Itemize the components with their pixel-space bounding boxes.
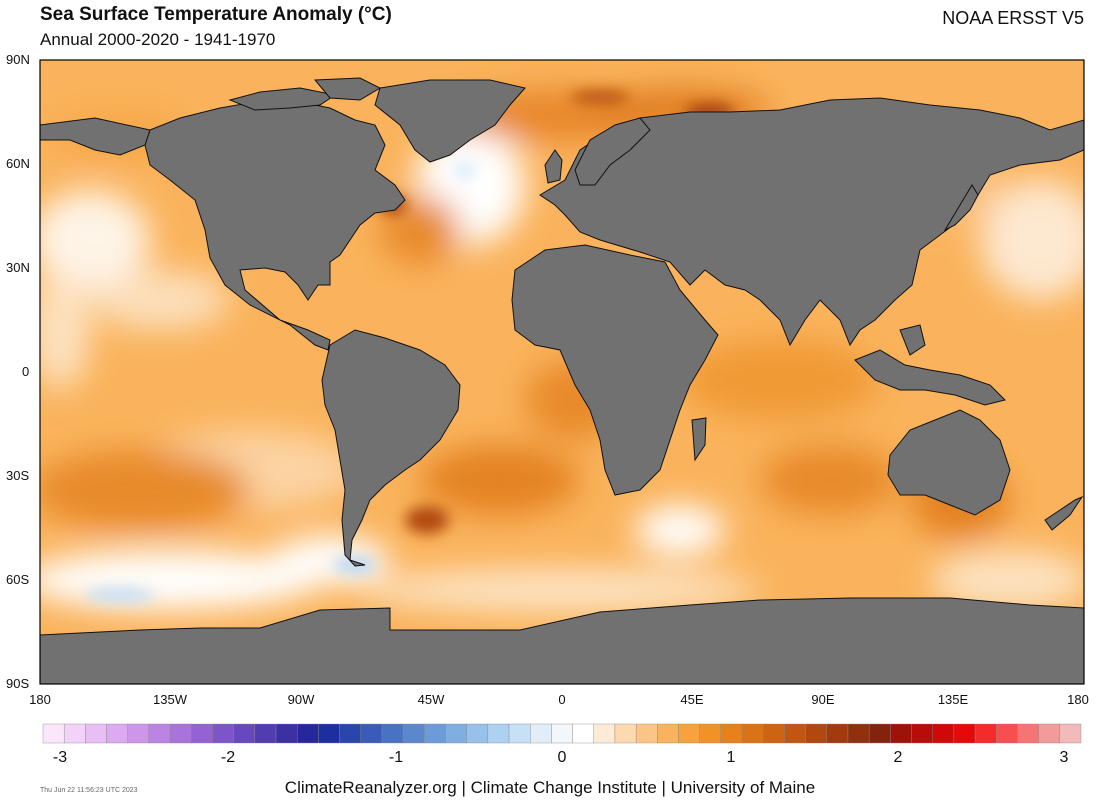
colorbar-swatch [508,723,531,744]
colorbar-tick: 1 [726,749,736,766]
colorbar-swatch [297,723,319,744]
colorbar-swatch [381,723,404,744]
colorbar-swatch [678,723,700,744]
render-timestamp: Thu Jun 22 11:56:23 UTC 2023 [40,787,138,794]
british-isles [544,149,563,184]
colorbar-swatch [85,723,107,744]
colorbar-tick: 0 [557,749,567,766]
colorbar-swatch [1059,723,1082,744]
lat-label-0: 0 [22,364,30,379]
colorbar-swatch [699,723,722,744]
colorbar-tick: -3 [52,749,68,766]
colorbar-swatch [106,723,128,744]
colorbar-swatch [318,723,340,744]
lon-label-0: 0 [558,692,566,707]
colorbar-swatch [847,723,870,744]
colorbar-tick: -1 [388,749,404,766]
lat-label-60s: 60S [6,572,30,587]
colorbar-swatch [1017,723,1039,744]
colorbar-swatch [551,723,573,744]
lon-label-180w: 180 [29,692,51,707]
colorbar-swatch [868,723,891,744]
maritime-southeast-asia [854,349,1006,406]
alaska [40,117,151,156]
colorbar-swatch [360,723,383,744]
colorbar-swatch [826,723,849,744]
lat-label-30s: 30S [6,468,30,483]
colorbar-swatch [890,723,912,744]
colorbar-swatch [932,723,955,744]
lon-label-45e: 45E [680,692,704,707]
colorbar-tick: 2 [893,749,903,766]
scandinavia [574,117,651,186]
chart-title: Sea Surface Temperature Anomaly (°C) [40,4,392,25]
colorbar-swatch [1038,723,1061,744]
colorbar-swatch [784,723,806,744]
australia [887,409,1011,516]
madagascar [691,417,707,462]
colorbar-swatch [63,723,86,744]
colorbar-swatch [233,723,256,744]
map-frame [39,59,1085,685]
colorbar-swatch [148,723,171,744]
antarctica [40,597,1084,684]
lon-label-90e: 90E [811,692,835,707]
colorbar-swatch [445,723,467,744]
lon-label-45w: 45W [417,692,445,707]
colorbar-swatch [805,723,827,744]
colorbar-swatch [593,723,616,744]
lon-label-135w: 135W [153,692,187,707]
chart-subtitle: Annual 2000-2020 - 1941-1970 [40,30,276,49]
lat-label-60n: 60N [6,156,30,171]
colorbar-swatch [974,723,997,744]
lon-label-90w: 90W [287,692,315,707]
data-source: NOAA ERSST V5 [942,8,1084,28]
colorbar-swatch [657,723,679,744]
lon-label-180e: 180 [1067,692,1089,707]
colorbar-swatch [741,723,764,744]
colorbar-tick: 3 [1059,749,1069,766]
africa [511,244,719,496]
greenland [374,79,526,163]
colorbar [42,723,1082,744]
colorbar-swatch [254,723,277,744]
colorbar-swatch [212,723,234,744]
colorbar-swatch [763,723,785,744]
lat-label-90s: 90S [6,676,30,691]
colorbar-swatch [191,723,213,744]
colorbar-swatch [530,723,552,744]
south-america [321,329,461,567]
eurasia [539,97,1084,347]
japan [943,184,979,232]
north-america [144,99,406,351]
colorbar-swatch [169,723,192,744]
lat-label-30n: 30N [6,260,30,275]
colorbar-swatch [720,723,743,744]
colorbar-swatch [635,723,658,744]
lat-label-90n: 90N [6,52,30,67]
lon-label-135e: 135E [937,692,969,707]
colorbar-swatch [402,723,425,744]
colorbar-swatch [487,723,510,744]
credit-footer: ClimateReanalyzer.org | Climate Change I… [284,778,816,797]
colorbar-swatch [572,723,594,744]
colorbar-swatch [911,723,933,744]
colorbar-swatch [614,723,637,744]
colorbar-swatch [996,723,1018,744]
colorbar-swatch [42,723,65,744]
land-masses [40,77,1084,684]
colorbar-tick: -2 [220,749,236,766]
colorbar-swatch [127,723,150,744]
colorbar-swatch [424,723,446,744]
colorbar-swatch [466,723,489,744]
colorbar-swatch [275,723,298,744]
colorbar-swatch [339,723,361,744]
colorbar-swatch [953,723,976,744]
new-zealand [1044,495,1084,531]
